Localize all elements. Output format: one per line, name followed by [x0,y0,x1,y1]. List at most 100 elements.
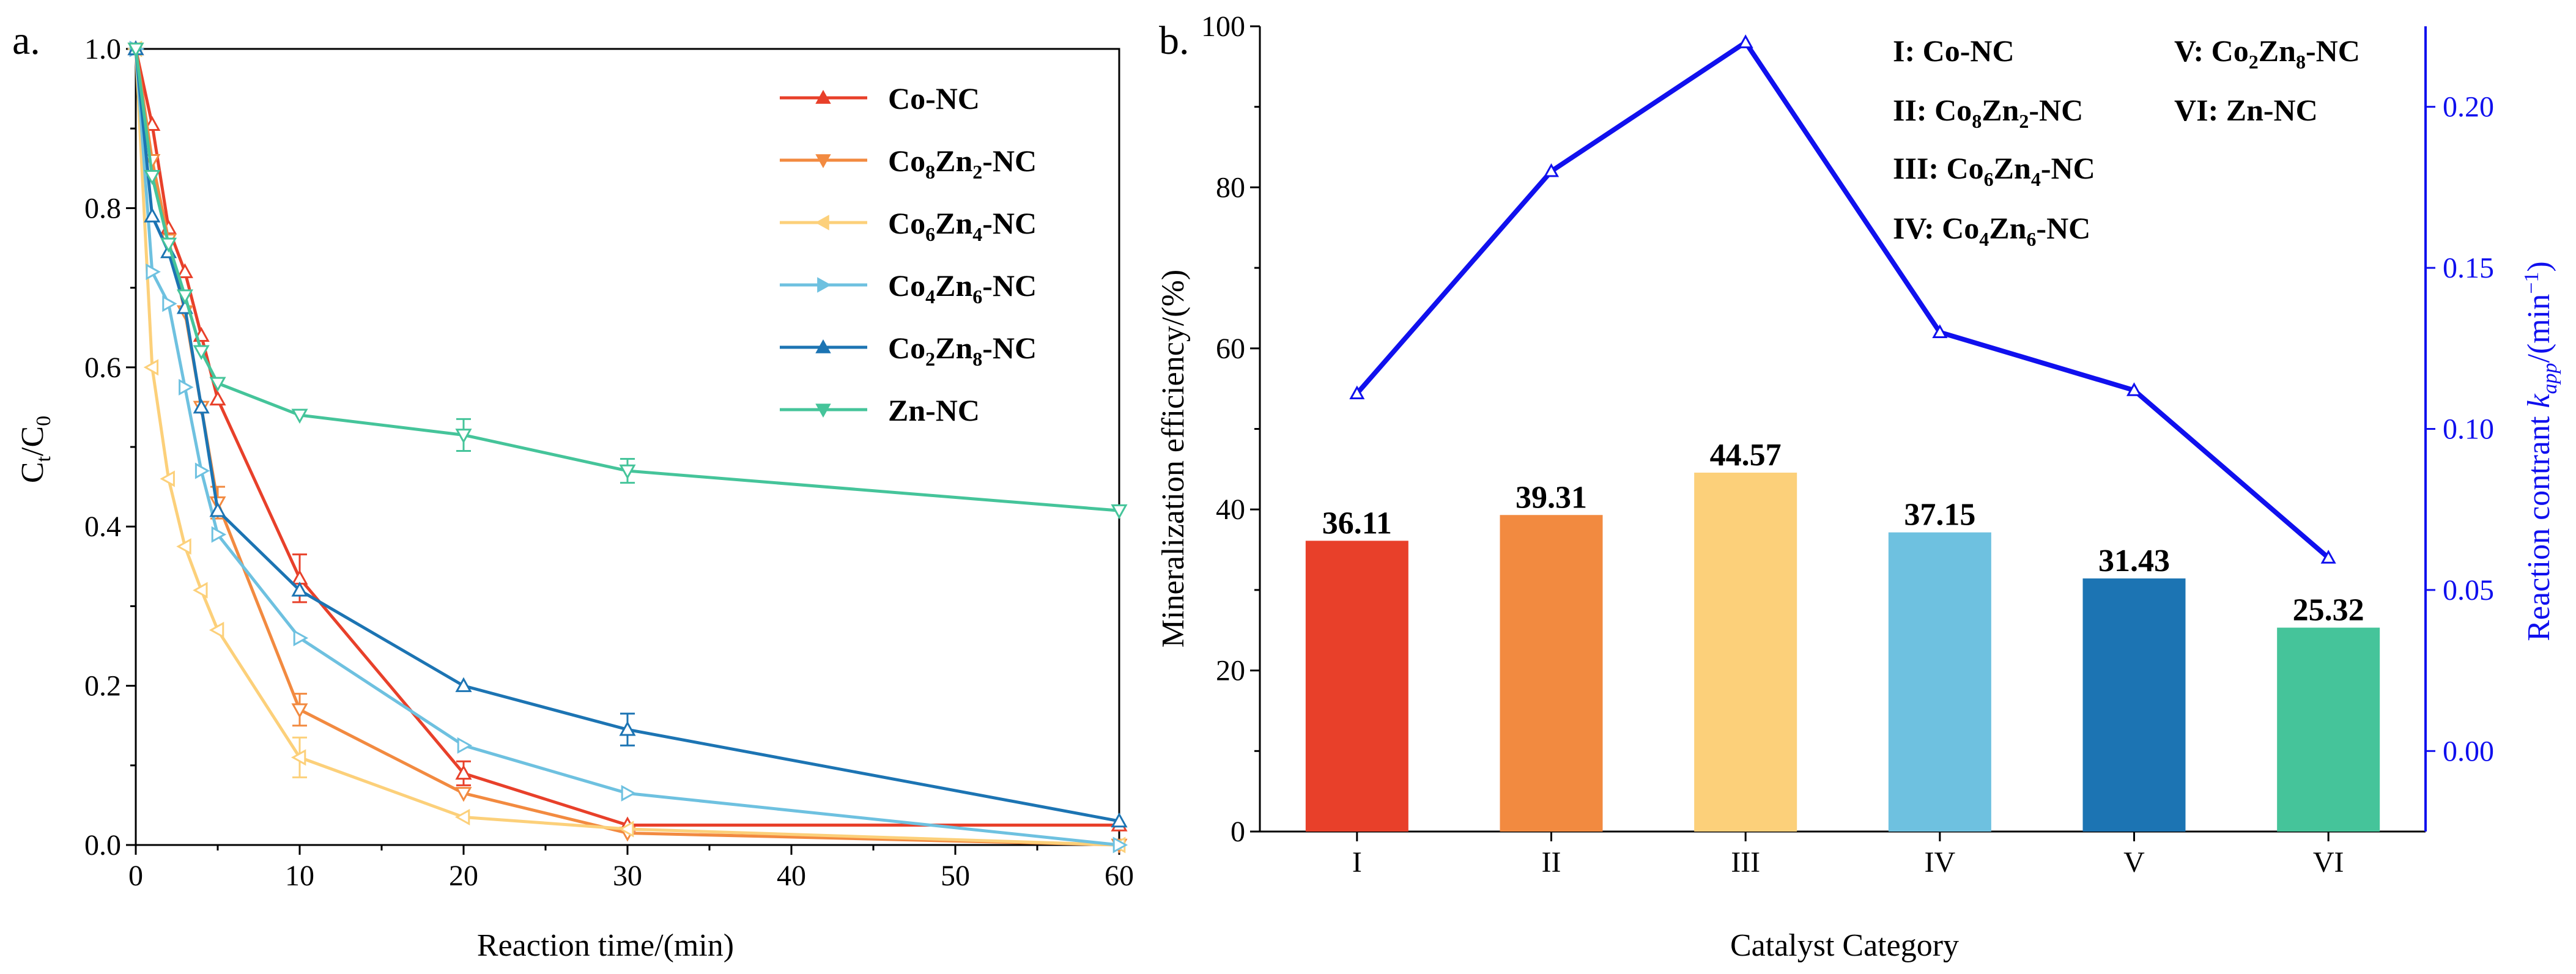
kapp-point [2126,382,2142,396]
bar-value-label: 39.31 [1516,480,1587,515]
legend-key: I: [1893,34,1923,68]
panel-b-kapp-line [1349,34,2336,564]
legend-text-part: Co [888,331,925,365]
data-point [1112,836,1128,854]
legend-text-part: Zn [935,144,972,178]
bar [1500,515,1603,832]
data-point [176,263,193,278]
legend-entry: Co4Zn6-NC [888,268,1037,308]
legend-entry: I: Co-NC [1893,34,2015,68]
bar [2082,578,2186,832]
legend-text-part: Zn [935,206,972,240]
legend-text-part: 8 [972,348,982,370]
legend-text-part: 2 [925,348,935,370]
data-point [293,629,309,647]
panel-b-xlabel: Catalyst Category [1730,928,1959,963]
y2-tick-label: 0.10 [2443,413,2494,446]
x-tick-label: III [1731,846,1760,879]
data-point [144,207,161,223]
panel-b-bars: 36.11 39.31 44.57 37.15 31.43 25.32 [1305,438,2380,832]
bar [1305,540,1408,832]
y-tick-label: 100 [1201,10,1245,43]
legend-entry: Co2Zn8-NC [888,331,1037,370]
data-point [619,464,636,480]
data-point [291,408,308,424]
legend-text-part: Co [1934,93,1972,127]
data-point [619,721,636,736]
legend-marker [817,277,832,293]
legend-text-part: 6 [972,286,982,308]
y2-tick-label: 0.20 [2443,91,2494,124]
legend-text-part: Co [888,144,925,178]
legend-text-part: Zn [935,331,972,365]
legend-key: II: [1893,93,1934,127]
y2label-close: ) [2522,261,2556,271]
legend-text-part: 2 [2019,110,2029,132]
panel-a-legend: Co-NCCo8Zn2-NCCo6Zn4-NCCo4Zn6-NCCo2Zn8-N… [780,81,1037,427]
bar-value-label: 31.43 [2098,544,2170,578]
legend-text-part: 4 [972,223,982,245]
kapp-point [2320,550,2336,564]
data-point [455,429,472,444]
data-point [193,581,208,599]
kapp-point [1349,385,1365,400]
legend-text-part: Zn [1994,151,2031,185]
bar-value-label: 44.57 [1710,438,1782,473]
data-point [457,737,473,754]
legend-entry: Co8Zn2-NC [888,144,1037,183]
x-tick-label: 30 [613,860,642,892]
data-point [209,390,226,406]
x-tick-label: 60 [1105,860,1134,892]
series-line [134,48,1120,847]
bar [2277,627,2380,832]
y-tick-label: 0.4 [84,511,121,543]
kapp-point [1738,34,1753,48]
data-point [455,764,472,780]
panel-b-ylabel: Mineralization efficiency/(%) [1156,270,1191,647]
legend-text-part: 4 [925,286,935,308]
data-point [209,502,226,517]
y2label-sup: −1 [2520,272,2543,294]
legend-marker [815,154,831,169]
panel-b-label: b. [1159,18,1190,63]
legend-text-part: -NC [2306,34,2360,68]
legend-text-part: 2 [2249,51,2259,73]
legend-text-part: Co-NC [1923,34,2015,68]
data-point [291,749,306,766]
legend-text-part: 8 [2296,51,2306,73]
panel-b-y2label: Reaction contrant kapp/(min−1) [2520,261,2561,641]
legend-entry: Zn-NC [888,393,980,427]
legend-key: III: [1893,151,1947,185]
y-tick-label: 0.2 [84,670,121,703]
legend-text-part: -NC [982,206,1037,240]
data-point [193,398,210,414]
series-line [134,48,1120,823]
bar [1694,473,1797,832]
panel-a-ylabel: Ct/C0 [15,416,55,483]
panel-a-axes: 0 10 20 30 40 50 60 0.0 0.2 0.4 0.6 0.8 1.0 [84,33,1134,892]
series-line [134,48,1120,512]
y-tick-label: 40 [1216,493,1245,526]
data-point [160,237,177,253]
data-point [621,784,637,802]
legend-text-part: Zn [1989,211,2026,245]
legend-text-part: Co [888,268,925,303]
data-point [179,378,194,396]
data-point [291,703,308,718]
data-point [1111,504,1128,520]
panel-a-chart: a. Reaction time/(min) Ct/C0 0 10 20 30 40 50… [12,18,1134,963]
y-tick-label: 1.0 [84,33,121,65]
series-line [134,48,1120,847]
legend-text-part: 8 [925,161,935,183]
data-point [194,462,210,479]
legend-text-part: Co-NC [888,81,980,116]
legend-text-part: 8 [1972,110,1982,132]
legend-key: V: [2174,34,2211,68]
data-point [176,289,193,304]
legend-text-part: 4 [1979,228,1989,250]
y-tick-label: 0.8 [84,192,121,224]
y2-tick-label: 0.15 [2443,252,2494,284]
legend-key: IV: [1893,211,1942,245]
